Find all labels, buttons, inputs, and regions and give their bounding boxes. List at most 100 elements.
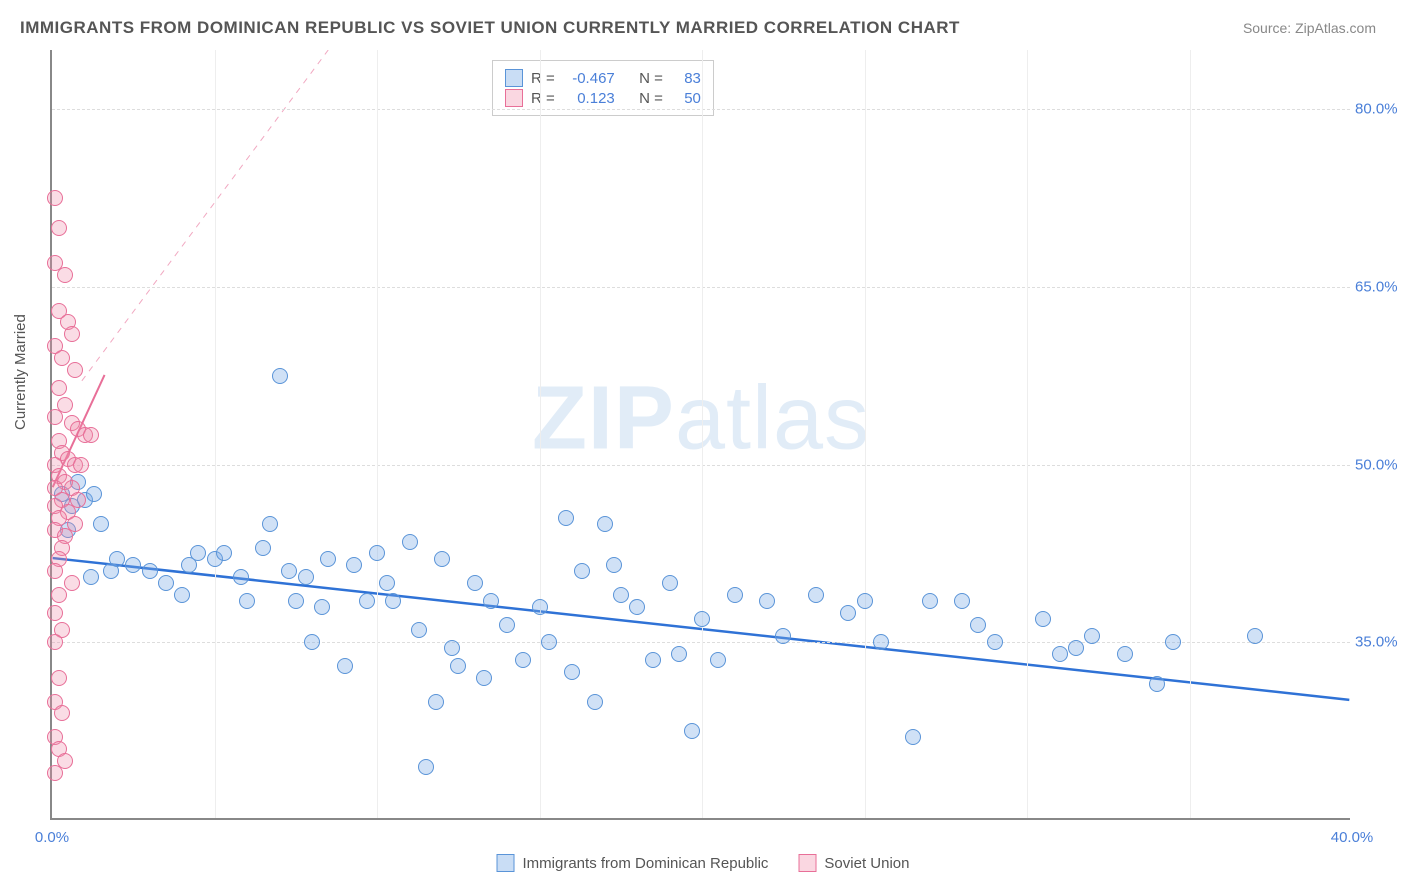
data-point <box>142 563 158 579</box>
data-point <box>54 705 70 721</box>
data-point <box>597 516 613 532</box>
data-point <box>873 634 889 650</box>
data-point <box>428 694 444 710</box>
data-point <box>905 729 921 745</box>
legend-item: Soviet Union <box>798 854 909 872</box>
data-point <box>298 569 314 585</box>
data-point <box>385 593 401 609</box>
data-point <box>587 694 603 710</box>
data-point <box>645 652 661 668</box>
chart-title: IMMIGRANTS FROM DOMINICAN REPUBLIC VS SO… <box>20 18 960 38</box>
data-point <box>346 557 362 573</box>
data-point <box>613 587 629 603</box>
data-point <box>671 646 687 662</box>
data-point <box>1165 634 1181 650</box>
plot-area: ZIPatlas R =-0.467 N =83R =0.123 N =50 3… <box>50 50 1350 820</box>
data-point <box>499 617 515 633</box>
data-point <box>281 563 297 579</box>
data-point <box>450 658 466 674</box>
data-point <box>922 593 938 609</box>
y-tick-label: 80.0% <box>1355 101 1406 118</box>
data-point <box>467 575 483 591</box>
data-point <box>444 640 460 656</box>
data-point <box>1117 646 1133 662</box>
data-point <box>158 575 174 591</box>
data-point <box>304 634 320 650</box>
data-point <box>83 427 99 443</box>
data-point <box>233 569 249 585</box>
data-point <box>255 540 271 556</box>
swatch-icon <box>505 69 523 87</box>
data-point <box>314 599 330 615</box>
data-point <box>574 563 590 579</box>
data-point <box>1068 640 1084 656</box>
data-point <box>483 593 499 609</box>
y-tick-label: 35.0% <box>1355 634 1406 651</box>
y-axis-label: Currently Married <box>12 314 29 430</box>
data-point <box>57 267 73 283</box>
corr-row: R =0.123 N =50 <box>505 89 701 107</box>
data-point <box>320 551 336 567</box>
data-point <box>1084 628 1100 644</box>
data-point <box>970 617 986 633</box>
gridline-h <box>52 642 1350 643</box>
data-point <box>954 593 970 609</box>
data-point <box>606 557 622 573</box>
data-point <box>558 510 574 526</box>
source-label: Source: ZipAtlas.com <box>1243 20 1376 36</box>
swatch-icon <box>505 89 523 107</box>
data-point <box>1052 646 1068 662</box>
gridline-v <box>540 50 541 818</box>
data-point <box>109 551 125 567</box>
gridline-h <box>52 287 1350 288</box>
data-point <box>840 605 856 621</box>
data-point <box>337 658 353 674</box>
data-point <box>288 593 304 609</box>
data-point <box>1149 676 1165 692</box>
correlation-box: R =-0.467 N =83 R =0.123 N =50 <box>492 60 714 116</box>
x-tick-label: 40.0% <box>1331 829 1374 846</box>
data-point <box>402 534 418 550</box>
y-tick-label: 50.0% <box>1355 456 1406 473</box>
corr-row: R =-0.467 N =83 <box>505 69 701 87</box>
data-point <box>541 634 557 650</box>
data-point <box>67 362 83 378</box>
data-point <box>51 220 67 236</box>
data-point <box>174 587 190 603</box>
swatch-icon <box>798 854 816 872</box>
gridline-v <box>215 50 216 818</box>
watermark: ZIPatlas <box>532 367 870 470</box>
gridline-h <box>52 109 1350 110</box>
data-point <box>857 593 873 609</box>
data-point <box>775 628 791 644</box>
data-point <box>411 622 427 638</box>
data-point <box>1035 611 1051 627</box>
data-point <box>418 759 434 775</box>
data-point <box>434 551 450 567</box>
gridline-v <box>1027 50 1028 818</box>
gridline-v <box>865 50 866 818</box>
data-point <box>47 634 63 650</box>
legend-label: Immigrants from Dominican Republic <box>523 855 769 872</box>
data-point <box>629 599 645 615</box>
data-point <box>216 545 232 561</box>
data-point <box>51 587 67 603</box>
data-point <box>564 664 580 680</box>
swatch-icon <box>497 854 515 872</box>
legend-item: Immigrants from Dominican Republic <box>497 854 769 872</box>
data-point <box>759 593 775 609</box>
data-point <box>73 457 89 473</box>
data-point <box>47 563 63 579</box>
data-point <box>51 670 67 686</box>
gridline-h <box>52 465 1350 466</box>
data-point <box>359 593 375 609</box>
gridline-v <box>1190 50 1191 818</box>
data-point <box>47 409 63 425</box>
data-point <box>379 575 395 591</box>
data-point <box>190 545 206 561</box>
data-point <box>662 575 678 591</box>
data-point <box>239 593 255 609</box>
gridline-v <box>702 50 703 818</box>
y-tick-label: 65.0% <box>1355 278 1406 295</box>
legend: Immigrants from Dominican Republic Soviet… <box>497 854 910 872</box>
